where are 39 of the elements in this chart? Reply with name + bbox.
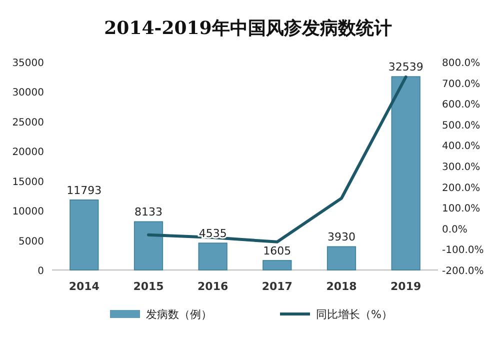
x-tick-label: 2015 bbox=[133, 280, 164, 293]
y-tick-label: 5000 bbox=[18, 236, 44, 248]
y2-tick-label: 300.0% bbox=[442, 162, 480, 173]
bar bbox=[198, 242, 228, 270]
y2-tick-label: 800.0% bbox=[442, 58, 480, 69]
y-tick-label: 35000 bbox=[12, 58, 44, 69]
chart-title: 2014-2019年中国风疹发病数统计 bbox=[104, 18, 392, 39]
y-tick-label: 15000 bbox=[12, 176, 44, 188]
y-tick-label: 25000 bbox=[12, 117, 44, 128]
y2-tick-label: 600.0% bbox=[442, 100, 480, 111]
y2-tick-label: 200.0% bbox=[442, 182, 480, 194]
x-tick-label: 2018 bbox=[326, 280, 357, 293]
legend-label: 发病数（例） bbox=[146, 308, 212, 321]
bar bbox=[134, 221, 164, 270]
bar bbox=[391, 76, 420, 270]
data-label: 8133 bbox=[134, 206, 162, 219]
bar bbox=[70, 200, 99, 270]
y-tick-label: 0 bbox=[38, 266, 44, 277]
y2-tick-label: -200.0% bbox=[442, 266, 484, 277]
data-label: 1605 bbox=[263, 244, 292, 258]
y2-tick-label: 0.0% bbox=[442, 224, 468, 236]
x-tick-label: 2019 bbox=[390, 280, 422, 293]
y-tick-label: 30000 bbox=[12, 88, 44, 99]
x-tick-label: 2016 bbox=[198, 280, 228, 293]
bar bbox=[326, 246, 356, 270]
x-tick-label: 2014 bbox=[68, 280, 100, 293]
legend-label: 同比增长（%） bbox=[316, 308, 392, 321]
y2-tick-label: 700.0% bbox=[442, 78, 480, 90]
y2-tick-label: 500.0% bbox=[442, 120, 480, 132]
y2-tick-label: -100.0% bbox=[442, 245, 484, 256]
data-label: 11793 bbox=[66, 184, 102, 197]
y2-tick-label: 100.0% bbox=[442, 204, 480, 215]
data-label: 32539 bbox=[388, 60, 424, 74]
data-label: 3930 bbox=[328, 230, 356, 244]
bar bbox=[262, 260, 292, 270]
y2-tick-label: 400.0% bbox=[442, 141, 480, 152]
y-tick-label: 20000 bbox=[12, 147, 44, 158]
x-tick-label: 2017 bbox=[262, 280, 292, 293]
y-tick-label: 10000 bbox=[12, 206, 44, 218]
